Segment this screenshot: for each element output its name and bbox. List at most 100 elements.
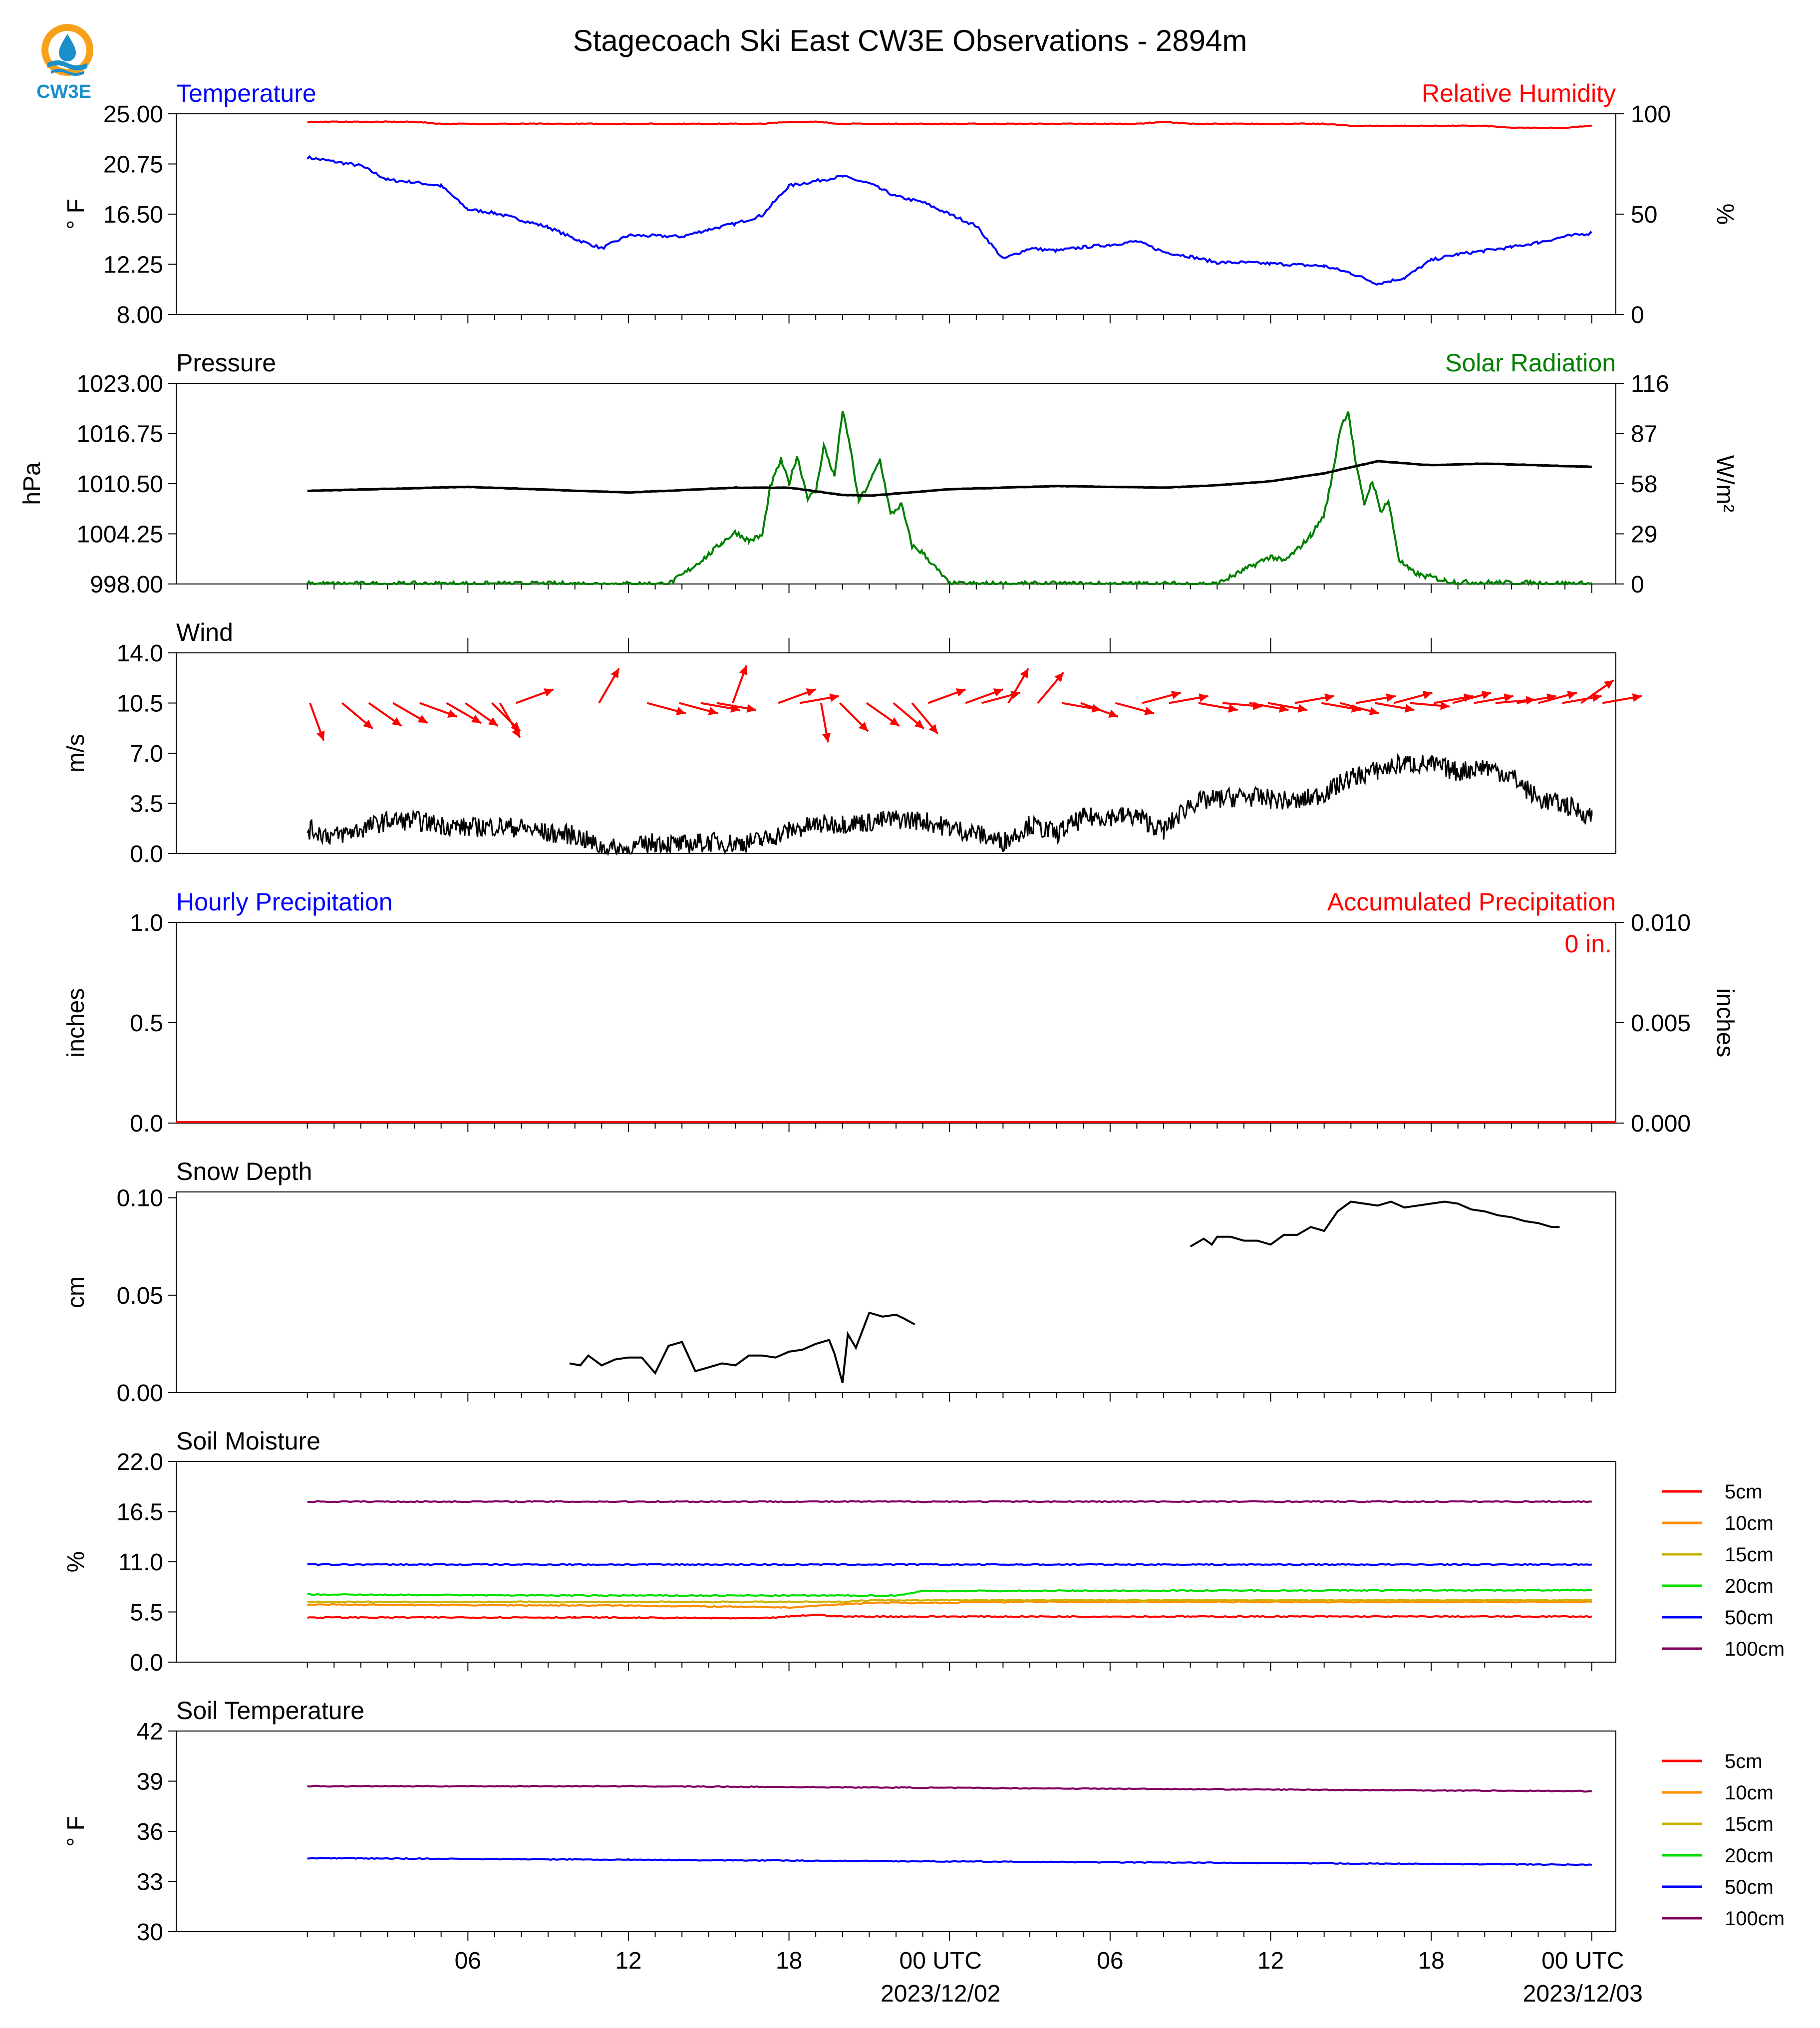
wind-arrow bbox=[499, 702, 521, 738]
legend-label-10cm: 10cm bbox=[1725, 1512, 1774, 1534]
wind-arrow bbox=[446, 702, 482, 724]
y-tick-label-left: 1023.00 bbox=[76, 371, 163, 397]
panel-5: Snow Depth 0.10 0.05 0.00 cm bbox=[63, 1158, 1616, 1407]
wind-arrow bbox=[1580, 679, 1614, 704]
panel-title-left: Pressure bbox=[176, 349, 276, 377]
wind-arrow-head bbox=[676, 707, 686, 715]
x-tick-label: 00 UTC bbox=[900, 1948, 982, 1974]
legend-label-50cm: 50cm bbox=[1725, 1876, 1774, 1898]
wind-arrow bbox=[1562, 693, 1602, 704]
y-tick-label-left: 16.5 bbox=[117, 1499, 163, 1526]
wind-arrow bbox=[1267, 702, 1308, 713]
y-tick-label-left: 998.00 bbox=[90, 572, 163, 598]
wind-arrow bbox=[1037, 671, 1065, 704]
wind-arrow bbox=[1142, 691, 1181, 704]
panel-1: Temperature Relative Humidity 25.00 20.75 16… bbox=[63, 79, 1738, 328]
legend-label-5cm: 5cm bbox=[1725, 1481, 1763, 1503]
series-line-snow-depth bbox=[1190, 1200, 1560, 1248]
wind-arrow-head bbox=[746, 704, 756, 713]
panel-title-left: Hourly Precipitation bbox=[176, 888, 393, 916]
wind-arrow bbox=[1115, 702, 1155, 715]
wind-arrow-head bbox=[1567, 691, 1577, 699]
panel-title-right: Accumulated Precipitation bbox=[1327, 888, 1616, 916]
legend: 5cm 10cm 15cm 20cm 50cm 100cm bbox=[1662, 1750, 1785, 1930]
x-date-label: 2023/12/02 bbox=[881, 1981, 1000, 2007]
wind-arrow bbox=[1340, 702, 1379, 715]
panel-2: Pressure Solar Radiation 1023.00 1016.75 101… bbox=[19, 349, 1738, 598]
wind-arrow bbox=[646, 702, 686, 715]
series-line-5cm bbox=[307, 1613, 1592, 1620]
wind-arrow-head bbox=[316, 730, 325, 741]
wind-arrow bbox=[1356, 693, 1396, 704]
wind-arrow-head bbox=[544, 688, 554, 697]
y-tick-label-right: 58 bbox=[1631, 471, 1657, 498]
wind-arrow-head bbox=[471, 714, 481, 723]
series-line-pressure bbox=[307, 460, 1592, 497]
panel-title-left: Soil Temperature bbox=[176, 1697, 364, 1725]
y-tick-label-left: 8.00 bbox=[117, 302, 163, 328]
legend-label-15cm: 15cm bbox=[1725, 1544, 1774, 1566]
y-tick-label-left: 16.50 bbox=[103, 202, 163, 228]
cw3e-logo-mark bbox=[41, 24, 93, 76]
wind-arrow bbox=[893, 702, 925, 730]
wind-arrow bbox=[1169, 693, 1209, 704]
y-tick-label-left: 0.5 bbox=[130, 1010, 163, 1037]
wind-arrow bbox=[368, 702, 402, 727]
wind-arrow bbox=[1393, 691, 1433, 704]
wind-arrow-head bbox=[1228, 704, 1238, 713]
wind-arrow bbox=[598, 668, 620, 704]
legend-label-100cm: 100cm bbox=[1725, 1638, 1785, 1660]
legend-label-100cm: 100cm bbox=[1725, 1908, 1785, 1930]
y-tick-label-right: 116 bbox=[1631, 371, 1669, 397]
y-axis-label-left: cm bbox=[63, 1276, 89, 1308]
wind-arrow-head bbox=[914, 719, 924, 729]
logo-text: CW3E bbox=[36, 81, 91, 102]
wind-arrow bbox=[1375, 702, 1415, 713]
series-line-solar-radiation bbox=[306, 410, 1593, 586]
wind-arrow bbox=[820, 703, 831, 743]
plot-frame bbox=[176, 113, 1616, 315]
y-tick-label-left: 30 bbox=[137, 1919, 163, 1946]
wind-arrow-head bbox=[1020, 668, 1029, 679]
series-line-50cm bbox=[307, 1563, 1592, 1566]
wind-arrow-head bbox=[417, 714, 428, 723]
wind-arrow-head bbox=[1297, 704, 1307, 713]
wind-arrow bbox=[1007, 668, 1029, 704]
wind-arrow-head bbox=[1405, 704, 1415, 713]
wind-arrow-head bbox=[363, 719, 373, 729]
plot-frame bbox=[176, 1191, 1616, 1393]
y-tick-label-right: 50 bbox=[1631, 202, 1657, 228]
x-tick-label: 18 bbox=[1418, 1948, 1444, 1974]
cw3e-logo bbox=[35, 19, 100, 104]
y-axis-label-left: % bbox=[63, 1551, 89, 1573]
wind-arrow-head bbox=[1199, 693, 1209, 702]
legend-label-5cm: 5cm bbox=[1725, 1750, 1763, 1772]
wind-arrow-head bbox=[859, 722, 868, 732]
wind-arrow bbox=[965, 688, 1004, 704]
y-tick-label-left: 33 bbox=[137, 1869, 163, 1896]
y-tick-label-left: 0.10 bbox=[117, 1185, 163, 1212]
wind-arrow bbox=[1198, 702, 1238, 713]
wind-arrow-head bbox=[1504, 693, 1514, 702]
wind-arrow-head bbox=[1108, 709, 1119, 718]
panel-4: Hourly Precipitation Accumulated Precipit… bbox=[63, 888, 1738, 1137]
y-tick-label-left: 20.75 bbox=[103, 152, 163, 178]
y-tick-label-left: 1004.25 bbox=[76, 522, 163, 548]
wind-arrow bbox=[716, 702, 756, 713]
y-tick-label-left: 36 bbox=[137, 1819, 163, 1845]
wind-arrow bbox=[1080, 702, 1119, 718]
wind-arrow bbox=[309, 702, 325, 741]
legend-label-20cm: 20cm bbox=[1725, 1845, 1774, 1867]
wind-arrow-head bbox=[1422, 691, 1433, 699]
legend-label-20cm: 20cm bbox=[1725, 1575, 1774, 1597]
wind-arrow-head bbox=[822, 733, 831, 743]
series-line-100cm bbox=[307, 1784, 1592, 1793]
panel-title-left: Snow Depth bbox=[176, 1158, 312, 1185]
y-tick-label-left: 0.00 bbox=[117, 1380, 163, 1407]
wind-arrow bbox=[464, 702, 499, 727]
series-line-15cm bbox=[307, 1598, 1592, 1604]
wind-arrow-head bbox=[1144, 707, 1154, 715]
wind-arrow bbox=[392, 702, 428, 724]
y-tick-label-left: 39 bbox=[137, 1769, 163, 1795]
